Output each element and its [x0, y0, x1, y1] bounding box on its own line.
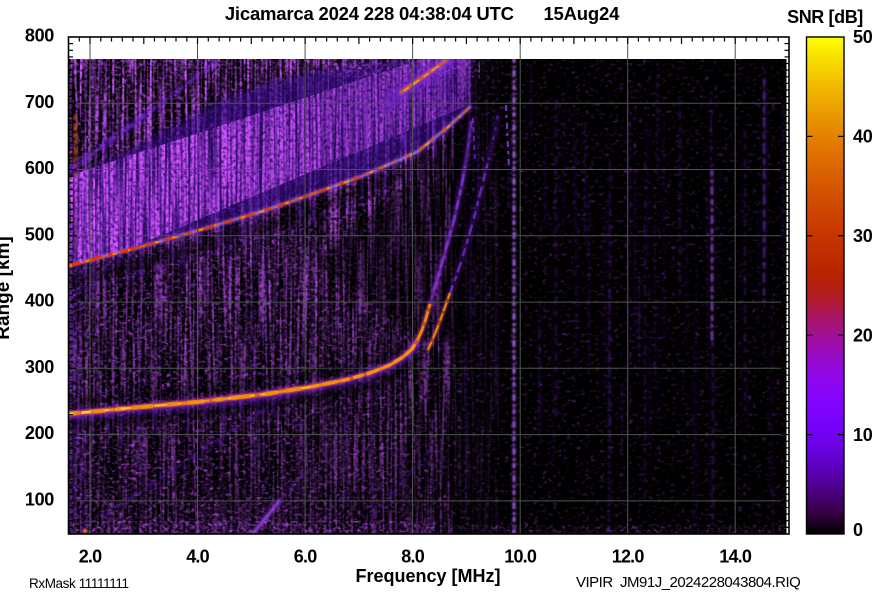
- svg-text:10.0: 10.0: [504, 547, 537, 567]
- svg-text:100: 100: [25, 489, 54, 509]
- svg-text:RxMask 11111111: RxMask 11111111: [29, 576, 129, 591]
- svg-text:700: 700: [25, 92, 54, 112]
- svg-text:6.0: 6.0: [294, 547, 317, 567]
- svg-text:Frequency [MHz]: Frequency [MHz]: [355, 566, 500, 586]
- svg-text:SNR [dB]: SNR [dB]: [787, 7, 863, 27]
- svg-text:30: 30: [853, 226, 873, 246]
- svg-text:20: 20: [853, 325, 873, 345]
- svg-text:8.0: 8.0: [401, 547, 424, 567]
- svg-text:Jicamarca 2024 228 04:38:04 UT: Jicamarca 2024 228 04:38:04 UTC 15Aug24: [225, 3, 620, 24]
- svg-text:2.0: 2.0: [79, 547, 102, 567]
- svg-text:800: 800: [25, 26, 54, 46]
- svg-text:40: 40: [853, 127, 873, 147]
- svg-text:200: 200: [25, 423, 54, 443]
- svg-text:300: 300: [25, 357, 54, 377]
- svg-text:10: 10: [853, 425, 873, 445]
- svg-text:400: 400: [25, 291, 54, 311]
- svg-text:0: 0: [853, 520, 863, 540]
- svg-text:600: 600: [25, 158, 54, 178]
- svg-text:500: 500: [25, 224, 54, 244]
- svg-text:14.0: 14.0: [719, 547, 752, 567]
- svg-text:4.0: 4.0: [186, 547, 209, 567]
- svg-text:50: 50: [853, 27, 873, 47]
- svg-text:Range [km]: Range [km]: [0, 236, 14, 339]
- svg-text:VIPIR JM91J_2024228043804.RIQ: VIPIR JM91J_2024228043804.RIQ: [576, 574, 800, 591]
- svg-text:12.0: 12.0: [612, 547, 645, 567]
